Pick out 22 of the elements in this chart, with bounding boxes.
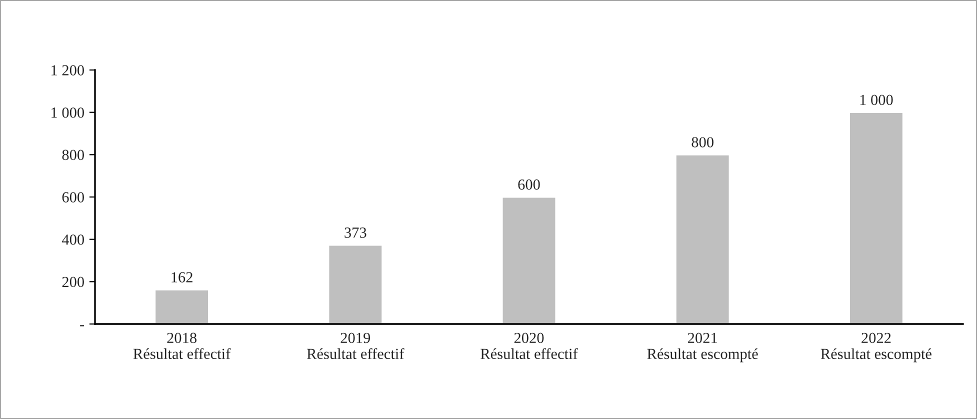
- y-tick-label: 400: [62, 234, 84, 245]
- bar: [154, 289, 210, 324]
- data-label: 1 000: [860, 94, 893, 106]
- y-tick-label: 1 200: [52, 65, 84, 76]
- bar: [328, 244, 384, 324]
- x-tick-label: 2018 Résultat effectif: [133, 332, 231, 360]
- y-tick-label: -: [80, 325, 84, 326]
- bar: [848, 112, 904, 324]
- y-tick-label: 600: [62, 192, 84, 202]
- bar: [674, 154, 730, 324]
- data-label: 600: [518, 179, 540, 190]
- x-tick-label: 2019 Résultat effectif: [306, 332, 404, 360]
- bar: [501, 196, 557, 324]
- y-tick-label: 200: [62, 276, 84, 288]
- x-tick-label: 2020 Résultat effectif: [480, 332, 578, 360]
- y-tick-label: 1 000: [52, 107, 84, 118]
- x-tick-label: 2021 Résultat escompté: [647, 332, 758, 362]
- y-tick-label: 800: [62, 150, 84, 160]
- data-label: 800: [692, 137, 714, 148]
- data-label: 373: [344, 228, 366, 238]
- x-tick-label: 2022 Résultat escompté: [820, 332, 932, 362]
- data-label: 162: [172, 272, 192, 282]
